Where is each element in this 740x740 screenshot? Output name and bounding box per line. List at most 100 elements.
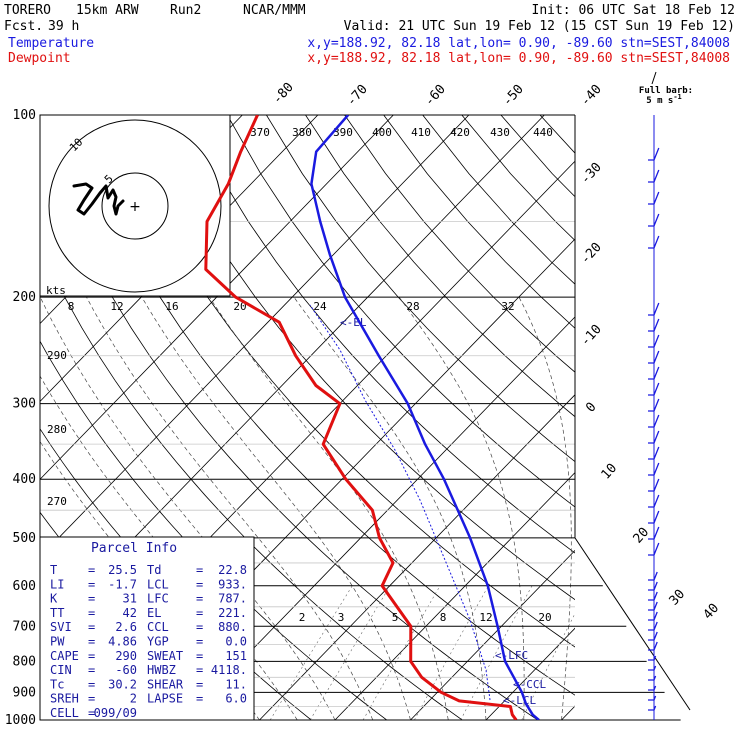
parcel-eq-sign: =: [88, 649, 95, 663]
parcel-info-row: T = 25.5 Td = 22.8: [50, 563, 247, 577]
wind-barb: [648, 542, 660, 556]
pressure-tick-label: 100: [13, 108, 36, 123]
wind-barb: [648, 705, 657, 711]
forecast-label: Fcst.: [4, 19, 43, 34]
parcel-eq-sign: =: [88, 692, 95, 706]
agency-label: NCAR/MMM: [243, 3, 306, 18]
hodograph-frame: [39, 114, 231, 297]
parcel-param-name-2: SWEAT: [147, 649, 183, 663]
parcel-info-row: LI = -1.7 LCL = 933.: [50, 577, 247, 591]
parcel-param-name: T: [50, 563, 57, 577]
parcel-info-row: SVI = 2.6 CCL = 880.: [50, 620, 247, 634]
parcel-eq-sign-2: =: [196, 649, 203, 663]
mixing-ratio-label: 28: [406, 300, 419, 313]
mixing-ratio-low-label: 2: [299, 611, 306, 624]
parcel-param-value-2: 933.: [218, 577, 247, 591]
mixing-ratio-label: 12: [110, 300, 123, 313]
wind-barb: [648, 382, 660, 396]
mixing-ratio-label: 24: [313, 300, 327, 313]
parcel-eq-sign-2: =: [196, 663, 203, 677]
theta-e-label: 400: [372, 126, 392, 139]
parcel-eq-sign: =: [88, 706, 95, 720]
parcel-param-name-2: YGP: [147, 635, 169, 649]
mixing-ratio-low-label: 3: [338, 611, 345, 624]
level-marker: <-LCL: [503, 694, 536, 707]
parcel-eq-sign: =: [88, 663, 95, 677]
isotherm-line: [410, 549, 575, 720]
wind-barb: [648, 366, 660, 380]
pressure-tick-label: 1000: [5, 713, 36, 728]
parcel-param-value: 290: [115, 649, 137, 663]
parcel-param-value: 42: [123, 606, 137, 620]
wind-barb: [648, 478, 660, 492]
dry-adiabat: [40, 137, 539, 720]
parcel-info-row: CELL =099/09: [50, 706, 137, 720]
parcel-info-row: Tc = 30.2 SHEAR = 11.: [50, 677, 247, 691]
frame-diagonal: [574, 537, 691, 711]
dry-adiabat: [40, 245, 463, 720]
parcel-param-value: 2: [130, 692, 137, 706]
pressure-tick-label: 700: [13, 619, 36, 634]
theta-e-label: 410: [411, 126, 431, 139]
wind-barb: [648, 414, 660, 428]
parcel-eq-sign-2: =: [196, 606, 203, 620]
parcel-param-name-2: LCL: [147, 577, 169, 591]
parcel-eq-sign-2: =: [196, 635, 203, 649]
parcel-info-row: CAPE = 290 SWEAT = 151: [50, 649, 247, 663]
wind-barb: [648, 235, 660, 249]
parcel-param-name: SREH: [50, 692, 79, 706]
wind-barb: [648, 641, 658, 651]
level-marker: <-LFC: [495, 649, 528, 662]
parcel-param-value-2: 880.: [218, 620, 247, 634]
wind-barb: [648, 350, 660, 364]
hodograph-center: +: [129, 199, 141, 215]
parcel-param-value-2: 11.: [225, 677, 247, 691]
parcel-param-name: PW: [50, 635, 65, 649]
mixing-ratio-low-label: 5: [392, 611, 399, 624]
dewpoint-location: x,y=188.92, 82.18 lat,lon= 0.90, -89.60 …: [307, 51, 730, 66]
wind-barb: [648, 462, 660, 476]
parcel-eq-sign: =: [88, 677, 95, 691]
wind-barb: [648, 334, 660, 348]
hodograph: 10 5 + kts: [39, 114, 231, 297]
wind-barb: [648, 398, 660, 412]
theta-e-label: 440: [533, 126, 553, 139]
parcel-eq-sign-2: =: [196, 692, 203, 706]
barb-legend-unit: 5 m s-1: [646, 93, 682, 106]
parcel-param-name-2: HWBZ: [147, 663, 176, 677]
init-time: Init: 06 UTC Sat 18 Feb 12: [532, 3, 736, 18]
parcel-info-background: [39, 536, 255, 721]
pressure-tick-label: 800: [13, 654, 36, 669]
mixing-ratio-low-label: 12: [479, 611, 492, 624]
barb-unit-exponent: -1: [673, 93, 681, 101]
dry-adiabat: [344, 115, 575, 373]
wind-barb: [648, 318, 660, 332]
parcel-param-name-2: EL: [147, 606, 161, 620]
mixing-ratio-low-label: 8: [440, 611, 447, 624]
wind-barb: [648, 601, 658, 611]
wind-barb: [648, 446, 660, 460]
parcel-info-row: PW = 4.86 YGP = 0.0: [50, 635, 247, 649]
dry-adiabat: [70, 115, 575, 696]
theta-e-label: 430: [490, 126, 510, 139]
sounding-profiles: [204, 115, 540, 720]
wind-barb: [648, 526, 660, 540]
mixing-ratio-low-label: 20: [538, 611, 551, 624]
barb-unit-text: 5 m s: [646, 96, 673, 106]
dry-adiabat: [148, 115, 575, 601]
hodograph-ring-inner: [101, 172, 169, 240]
wind-barb: [648, 302, 660, 316]
parcel-param-value: -1.7: [108, 577, 137, 591]
parcel-param-value-2: 151: [225, 649, 247, 663]
dry-adiabat: [266, 115, 575, 463]
theta-e-label: 390: [333, 126, 353, 139]
parcel-param-value: 099/09: [94, 706, 137, 720]
pressure-tick-label: 200: [13, 290, 36, 305]
barb-legend-line: [651, 71, 657, 85]
parcel-param-name-2: LAPSE: [147, 692, 183, 706]
parcel-path: [309, 304, 491, 701]
wind-barb: [648, 494, 660, 508]
parcel-info-title: Parcel Info: [91, 541, 177, 556]
dewpoint-legend: Dewpoint: [8, 51, 71, 66]
parcel-param-name-2: Td: [147, 563, 161, 577]
